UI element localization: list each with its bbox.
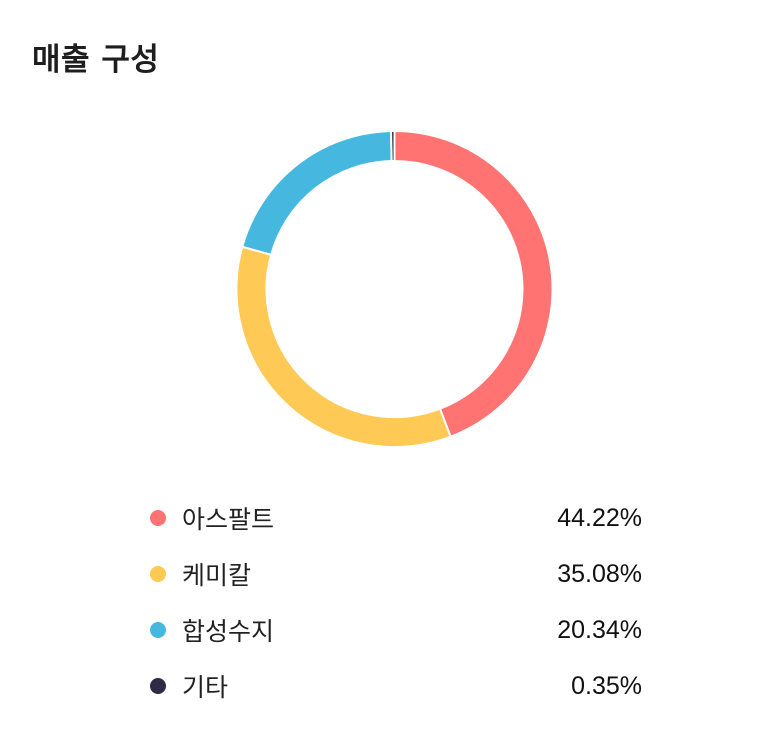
legend-value: 20.34% <box>557 615 642 644</box>
legend-dot-icon <box>150 510 166 526</box>
legend-label: 케미칼 <box>182 561 252 590</box>
donut-slice-2 <box>241 130 393 257</box>
legend-dot-icon <box>150 678 166 694</box>
legend-dot-icon <box>150 622 166 638</box>
legend-item-other: 기타 0.35% <box>148 658 642 714</box>
donut-slice-3 <box>390 129 396 163</box>
legend-item-resin: 합성수지 20.34% <box>148 602 642 658</box>
legend-value: 44.22% <box>557 503 642 532</box>
donut-slice-0 <box>393 129 554 439</box>
legend-item-asphalt: 아스팔트 44.22% <box>148 490 642 546</box>
chart-legend: 아스팔트 44.22% 케미칼 35.08% 합성수지 20.34% 기타 0.… <box>148 490 642 714</box>
legend-label: 아스팔트 <box>182 505 275 534</box>
legend-value: 35.08% <box>557 559 642 588</box>
legend-value: 0.35% <box>571 671 642 700</box>
legend-item-chemical: 케미칼 35.08% <box>148 546 642 602</box>
chart-title: 매출 구성 <box>32 42 160 78</box>
legend-dot-icon <box>150 566 166 582</box>
legend-label: 기타 <box>182 673 229 702</box>
legend-label: 합성수지 <box>182 617 275 646</box>
donut-slice-1 <box>235 245 452 448</box>
